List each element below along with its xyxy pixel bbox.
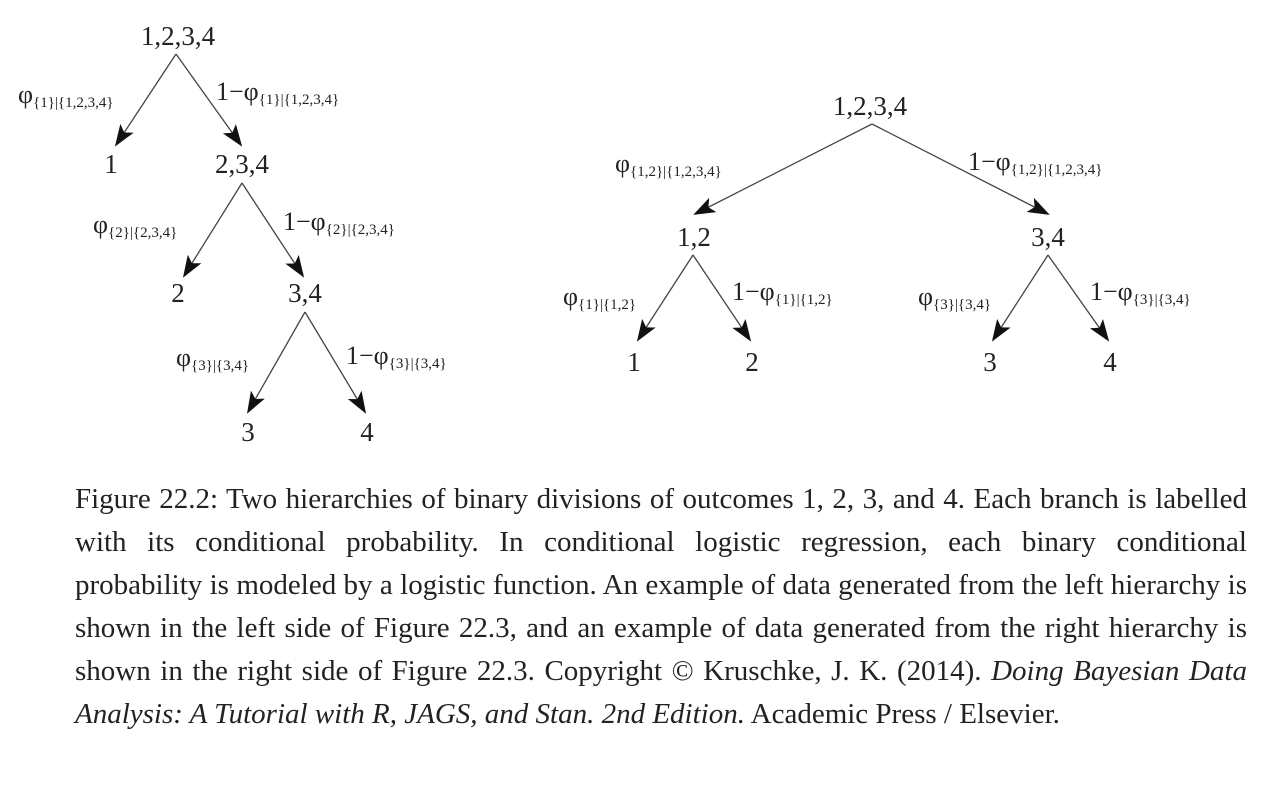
node-3: 3 <box>983 347 997 377</box>
label-34-right: 1−φ{3}|{3,4} <box>346 341 447 372</box>
node-2: 2 <box>171 278 185 308</box>
edge-root-right <box>871 123 1050 215</box>
node-34: 3,4 <box>288 278 322 308</box>
label-root-right: 1−φ{1}|{1,2,3,4} <box>216 77 339 108</box>
left-tree: 1,2,3,4 1 2,3,4 2 3,4 3 4 φ{1}|{1,2,3,4}… <box>18 21 447 447</box>
figure-caption: Figure 22.2: Two hierarchies of binary d… <box>75 478 1247 736</box>
node-4: 4 <box>1103 347 1117 377</box>
edge-34-left <box>247 311 306 414</box>
right-tree: 1,2,3,4 1,2 3,4 1 2 3 4 φ{1,2}|{1,2,3,4}… <box>563 91 1191 377</box>
node-234: 2,3,4 <box>215 149 270 179</box>
node-2: 2 <box>745 347 759 377</box>
label-34-left: φ{3}|{3,4} <box>918 282 991 313</box>
edge-34-right <box>1047 254 1110 342</box>
hierarchy-diagrams: 1,2,3,4 1 2,3,4 2 3,4 3 4 φ{1}|{1,2,3,4}… <box>18 21 1191 447</box>
caption-text: Figure 22.2: Two hierarchies of binary d… <box>75 483 1247 687</box>
edge-12-right <box>692 254 752 342</box>
node-1234: 1,2,3,4 <box>141 21 216 51</box>
caption-book-title: Doing Bayesian Data Analysis: A Tutorial… <box>75 655 1247 730</box>
node-1234: 1,2,3,4 <box>833 91 908 121</box>
label-root-left: φ{1}|{1,2,3,4} <box>18 80 114 111</box>
edge-root-right <box>175 53 243 147</box>
label-34-right: 1−φ{3}|{3,4} <box>1090 277 1191 308</box>
node-1: 1 <box>104 149 118 179</box>
caption-publisher: Academic Press / Elsevier. <box>744 698 1060 730</box>
label-root-left: φ{1,2}|{1,2,3,4} <box>615 149 722 180</box>
label-234-right: 1−φ{2}|{2,3,4} <box>283 207 395 238</box>
node-4: 4 <box>360 417 374 447</box>
edge-root-left <box>693 123 873 215</box>
label-234-left: φ{2}|{2,3,4} <box>93 210 177 241</box>
node-12: 1,2 <box>677 222 711 252</box>
edge-234-right <box>241 182 305 278</box>
edge-34-right <box>304 311 367 414</box>
label-12-right: 1−φ{1}|{1,2} <box>732 277 833 308</box>
edge-234-left <box>182 182 243 278</box>
node-3: 3 <box>241 417 255 447</box>
node-34: 3,4 <box>1031 222 1065 252</box>
node-1: 1 <box>627 347 641 377</box>
label-12-left: φ{1}|{1,2} <box>563 282 636 313</box>
label-root-right: 1−φ{1,2}|{1,2,3,4} <box>968 147 1103 178</box>
edge-12-left <box>636 254 694 342</box>
edge-root-left <box>114 53 177 147</box>
edge-34-left <box>991 254 1049 342</box>
label-34-left: φ{3}|{3,4} <box>176 343 249 374</box>
